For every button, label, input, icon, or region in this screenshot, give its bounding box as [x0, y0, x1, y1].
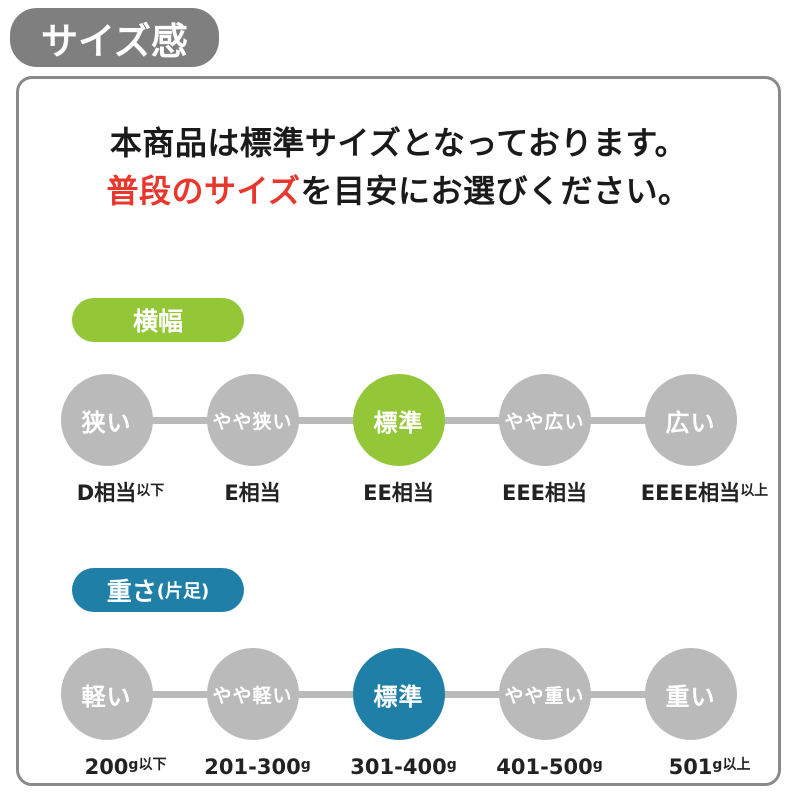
weight-section-label: 重さ [106, 577, 157, 606]
width-scale-step-4: やや広い EEE相当 [472, 374, 618, 506]
weight-scale-circle-5: 重い [644, 648, 737, 740]
width-scale-caption-3: EE相当 [363, 481, 434, 505]
weight-scale-circle-4: やや重い [498, 648, 591, 740]
intro-line2-highlight: 普段のサイズ [106, 172, 301, 210]
weight-scale-step-3: 標準 301-400 g [326, 648, 472, 780]
width-scale-circle-3-active: 標準 [352, 374, 445, 466]
weight-scale-step-5: 重い 501 g以上 [618, 648, 764, 780]
width-scale-caption-1: D相当 以下 [76, 481, 165, 505]
width-scale-step-5: 広い EEEE相当 以上 [618, 374, 769, 506]
weight-scale-caption-3: 301-400 g [350, 755, 457, 779]
width-scale-caption-4: EEE相当 [501, 481, 588, 505]
weight-scale-step-1: 軽い 200 g以下 [34, 648, 180, 780]
weight-scale-caption-1: 200 g以下 [84, 755, 167, 779]
width-scale-circle-4: やや広い [498, 374, 591, 466]
weight-scale-caption-5: 501 g以上 [668, 755, 751, 779]
weight-section-label-suffix: (片足) [156, 581, 210, 602]
width-section-label: 横幅 [132, 307, 183, 336]
width-scale-circle-1: 狭い [60, 374, 153, 466]
intro-line2: 普段のサイズを目安にお選びください。 [19, 167, 778, 215]
weight-scale-circle-1: 軽い [60, 648, 153, 740]
weight-scale-step-4: やや重い 401-500 g [472, 648, 618, 780]
width-scale-row: 狭い D相当 以下 やや狭い E相当 標準 EE相当 やや広い EEE相当 広い … [19, 374, 778, 506]
weight-scale-step-2: やや軽い 201-300 g [180, 648, 326, 780]
weight-scale-row: 軽い 200 g以下 やや軽い 201-300 g 標準 301-400 g やや重い… [19, 648, 778, 780]
width-scale-step-3: 標準 EE相当 [326, 374, 472, 506]
intro-line2-rest: を目安にお選びください。 [300, 172, 691, 210]
weight-scale-caption-4: 401-500 g [496, 755, 603, 779]
intro-line1: 本商品は標準サイズとなっております。 [109, 124, 688, 162]
weight-scale-circle-3-active: 標準 [352, 648, 445, 740]
size-info-card: 本商品は標準サイズとなっております。 普段のサイズを目安にお選びください。 横幅… [16, 76, 781, 786]
weight-scale-caption-2: 201-300 g [204, 755, 311, 779]
weight-section-pill: 重さ (片足) [72, 568, 244, 612]
width-section-pill: 横幅 [72, 298, 244, 342]
intro-text: 本商品は標準サイズとなっております。 普段のサイズを目安にお選びください。 [19, 119, 778, 215]
width-scale-caption-5: EEEE相当 以上 [640, 481, 769, 505]
width-scale-step-1: 狭い D相当 以下 [34, 374, 180, 506]
width-scale-circle-5: 広い [644, 374, 737, 466]
size-feel-title-badge: サイズ感 [10, 8, 219, 67]
width-scale-step-2: やや狭い E相当 [180, 374, 326, 506]
width-scale-circle-2: やや狭い [206, 374, 299, 466]
weight-scale-circle-2: やや軽い [206, 648, 299, 740]
width-scale-caption-2: E相当 [224, 481, 281, 505]
size-feel-title-label: サイズ感 [41, 19, 188, 63]
